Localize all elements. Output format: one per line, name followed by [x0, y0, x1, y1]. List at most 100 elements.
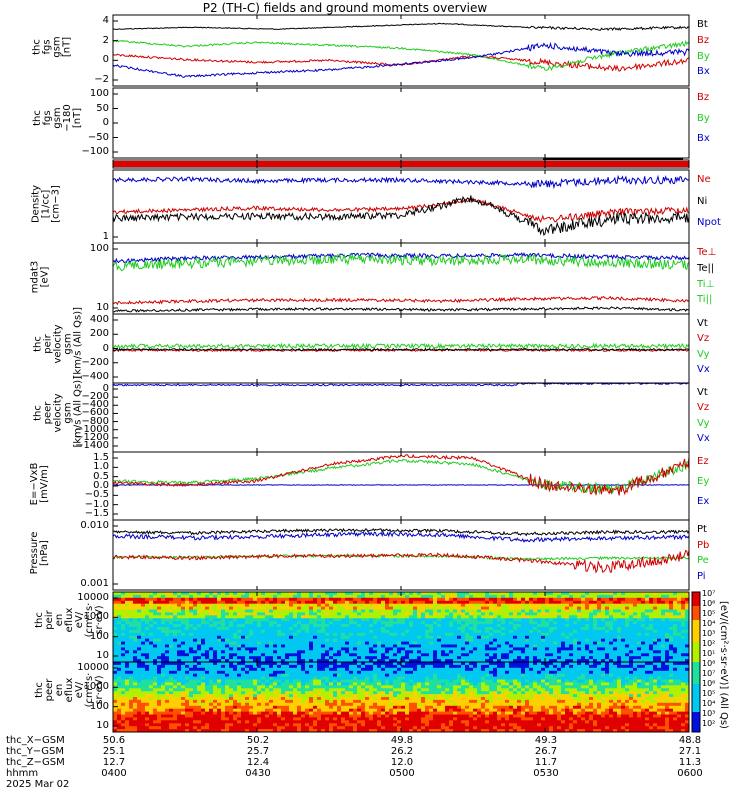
ephemeris-row-label: hhmm [6, 768, 39, 779]
y-axis-label: Density [1/cc] [cm−3] [30, 184, 61, 223]
panel-frame [112, 87, 690, 159]
legend-entry: Ex [697, 496, 710, 507]
legend-entry: Vz [697, 402, 710, 414]
series-by [112, 39, 690, 72]
y-tick-label: −600 [81, 407, 109, 419]
ephemeris-value: 26.7 [534, 746, 558, 757]
legend-entry: Ey [697, 476, 710, 487]
legend-entry: By [697, 50, 710, 62]
ephemeris-value: 49.3 [534, 735, 558, 746]
ephemeris-value: 12.0 [390, 757, 414, 768]
series-tepar [113, 306, 689, 313]
colorbar-tick-label: 10⁷ [702, 669, 716, 678]
y-tick-label: 1.5 [93, 452, 109, 463]
y-tick-label: 0.010 [80, 520, 109, 531]
ephemeris-row-label: 2025 Mar 02 [6, 779, 70, 790]
series-ni [112, 195, 690, 237]
legend-entry: Ni [697, 195, 708, 207]
legend-entry: Pt [697, 524, 707, 535]
series-vy [112, 342, 690, 350]
legend-entry: Pe [697, 555, 709, 566]
electron-spectrogram [113, 662, 690, 733]
ephemeris-value: 0430 [245, 768, 271, 779]
ephemeris-value: 48.8 [678, 735, 702, 746]
legend-entry: Vy [697, 348, 710, 360]
y-tick-label: 1 [102, 231, 109, 242]
series-ey [113, 458, 690, 495]
colorbar-tick-label: 10⁸ [702, 659, 716, 668]
y-tick-label: −1200 [75, 431, 109, 443]
legend-entry: Pi [697, 570, 706, 582]
legend-entry: Bx [697, 66, 710, 78]
y-tick-label: −1.5 [84, 508, 109, 519]
legend-entry: Te⊥ [697, 247, 717, 258]
legend-entry: Bt [697, 19, 708, 30]
y-tick-label: 0.0 [93, 480, 109, 491]
y-tick-label: −0.5 [84, 489, 109, 501]
colorbar-tick-label: 10² [702, 719, 716, 728]
colorbar-tick-label: 10⁵ [702, 689, 716, 698]
y-tick-label: 1000 [83, 611, 109, 623]
series-pt [112, 527, 690, 537]
y-tick-label: −400 [81, 399, 109, 411]
y-tick-label: −100 [81, 146, 109, 157]
series-pb [112, 549, 690, 574]
legend-entry: Vt [697, 387, 708, 398]
y-tick-label: 0.001 [80, 578, 109, 589]
y-axis-label: thc peir en eflux eV/ (cm²·s· sr·eV) [34, 602, 105, 638]
legend-entry: Vx [697, 432, 710, 444]
legend-entry: Bz [697, 34, 710, 46]
y-tick-label: 0.5 [93, 470, 109, 482]
y-tick-label: 200 [89, 328, 109, 340]
ephemeris-value: 50.2 [246, 735, 270, 746]
ephemeris-value: 0500 [389, 768, 415, 779]
y-tick-label: 10000 [77, 592, 109, 603]
colorbar [691, 591, 701, 733]
flag-mark [543, 158, 683, 160]
ephemeris-value: 0530 [533, 768, 559, 779]
series-ne [112, 198, 690, 223]
ephemeris-row-label: thc_X−GSM [6, 735, 65, 746]
ephemeris-value: 25.7 [246, 746, 270, 757]
series-bz [112, 53, 690, 72]
y-axis-label: mdat3 [eV] [29, 260, 50, 293]
legend-entry: Ti|| [697, 294, 713, 306]
y-tick-label: −200 [81, 356, 109, 368]
y-tick-label: −400 [81, 371, 109, 382]
y-tick-label: 0 [102, 342, 109, 354]
series-te [112, 295, 690, 306]
ephemeris-value: 11.7 [534, 757, 558, 768]
y-tick-label: 100 [89, 243, 109, 254]
legend-entry: Vx [697, 363, 710, 375]
y-tick-label: −50 [87, 131, 109, 143]
y-axis-label: thc fgs gsm [nT] [31, 35, 72, 58]
y-tick-label: 10 [96, 650, 109, 661]
colorbar-tick-label: 10² [702, 639, 716, 648]
series-pi [112, 530, 690, 544]
y-tick-label: 10 [96, 720, 109, 731]
colorbar-tick-label: 10³ [702, 709, 716, 718]
y-tick-label: 4 [102, 15, 109, 26]
ephemeris-value: 0600 [677, 768, 703, 779]
legend-entry: Te|| [697, 262, 715, 274]
y-axis-label: thc fgs gsm −180 [nT] [32, 104, 83, 132]
colorbar-tick-label: 10⁶ [702, 679, 716, 688]
ephemeris-value: 12.7 [102, 757, 126, 768]
colorbar-tick-label: 10⁵ [702, 609, 716, 618]
legend-entry: Npot [697, 217, 721, 229]
y-tick-label: 100 [89, 630, 109, 642]
ephemeris-value: 11.3 [678, 757, 702, 768]
y-tick-label: 1000 [83, 681, 109, 693]
legend-entry: Pb [697, 539, 710, 551]
colorbar-tick-label: 10³ [702, 629, 716, 638]
legend-entry: Vt [697, 318, 708, 329]
y-tick-label: 10 [96, 302, 109, 313]
legend-entry: Vy [697, 417, 710, 429]
series-bx [112, 41, 690, 78]
y-tick-label: 1.0 [93, 461, 109, 473]
ephemeris-value: 26.2 [390, 746, 414, 757]
series-bt [112, 22, 690, 31]
y-axis-label: thc peir velocity gsm [km/s (All Qs)] [32, 306, 83, 378]
y-axis-label: thc peer velocity gsm [km/s (All Qs)] [32, 375, 83, 447]
